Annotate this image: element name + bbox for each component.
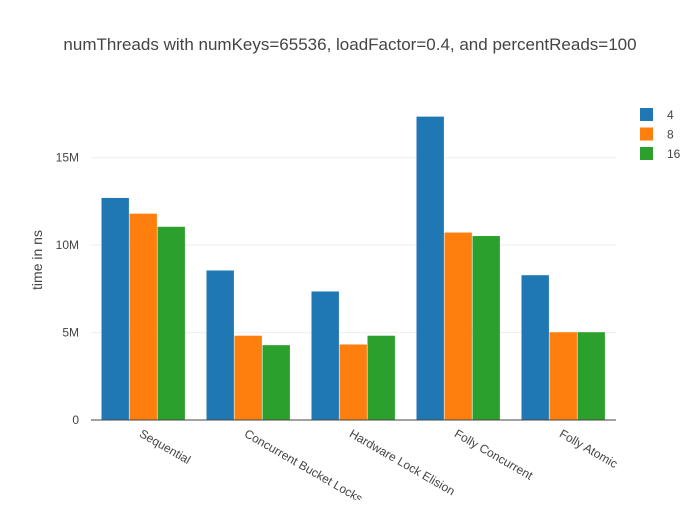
bar-8-2[interactable] xyxy=(339,344,367,420)
y-axis-title: time in ns xyxy=(29,230,45,290)
bar-16-2[interactable] xyxy=(367,335,395,420)
legend-label-4[interactable]: 4 xyxy=(667,108,674,122)
y-tick-label: 0 xyxy=(72,413,79,427)
bar-8-4[interactable] xyxy=(549,332,577,420)
legend-swatch-8[interactable] xyxy=(640,127,653,141)
x-tick-label: Folly Atomic xyxy=(557,426,620,470)
legend-swatch-4[interactable] xyxy=(640,108,653,121)
bar-16-0[interactable] xyxy=(157,226,185,420)
legend-label-16[interactable]: 16 xyxy=(667,147,681,161)
y-tick-label: 5M xyxy=(62,326,79,340)
bar-16-4[interactable] xyxy=(577,332,605,420)
x-tick-label: Folly Concurrent xyxy=(452,426,536,482)
bar-16-3[interactable] xyxy=(472,236,500,420)
bar-4-3[interactable] xyxy=(416,116,444,420)
bar-4-2[interactable] xyxy=(311,291,339,420)
x-tick-label: Sequential xyxy=(137,426,193,466)
bars xyxy=(101,116,605,420)
bar-4-1[interactable] xyxy=(206,270,234,420)
legend-swatch-16[interactable] xyxy=(640,147,653,160)
bar-8-0[interactable] xyxy=(129,213,157,420)
bar-4-4[interactable] xyxy=(521,275,549,420)
y-tick-label: 10M xyxy=(56,238,79,252)
chart-title: numThreads with numKeys=65536, loadFacto… xyxy=(63,35,636,54)
x-tick-label: Hardware Lock Elision xyxy=(347,426,457,498)
legend[interactable]: 4 8 16 xyxy=(640,108,681,161)
y-tick-label: 15M xyxy=(56,151,79,165)
bar-8-1[interactable] xyxy=(234,335,262,420)
bar-16-1[interactable] xyxy=(262,345,290,420)
legend-label-8[interactable]: 8 xyxy=(667,128,674,142)
bar-8-3[interactable] xyxy=(444,232,472,420)
bar-4-0[interactable] xyxy=(101,197,129,420)
